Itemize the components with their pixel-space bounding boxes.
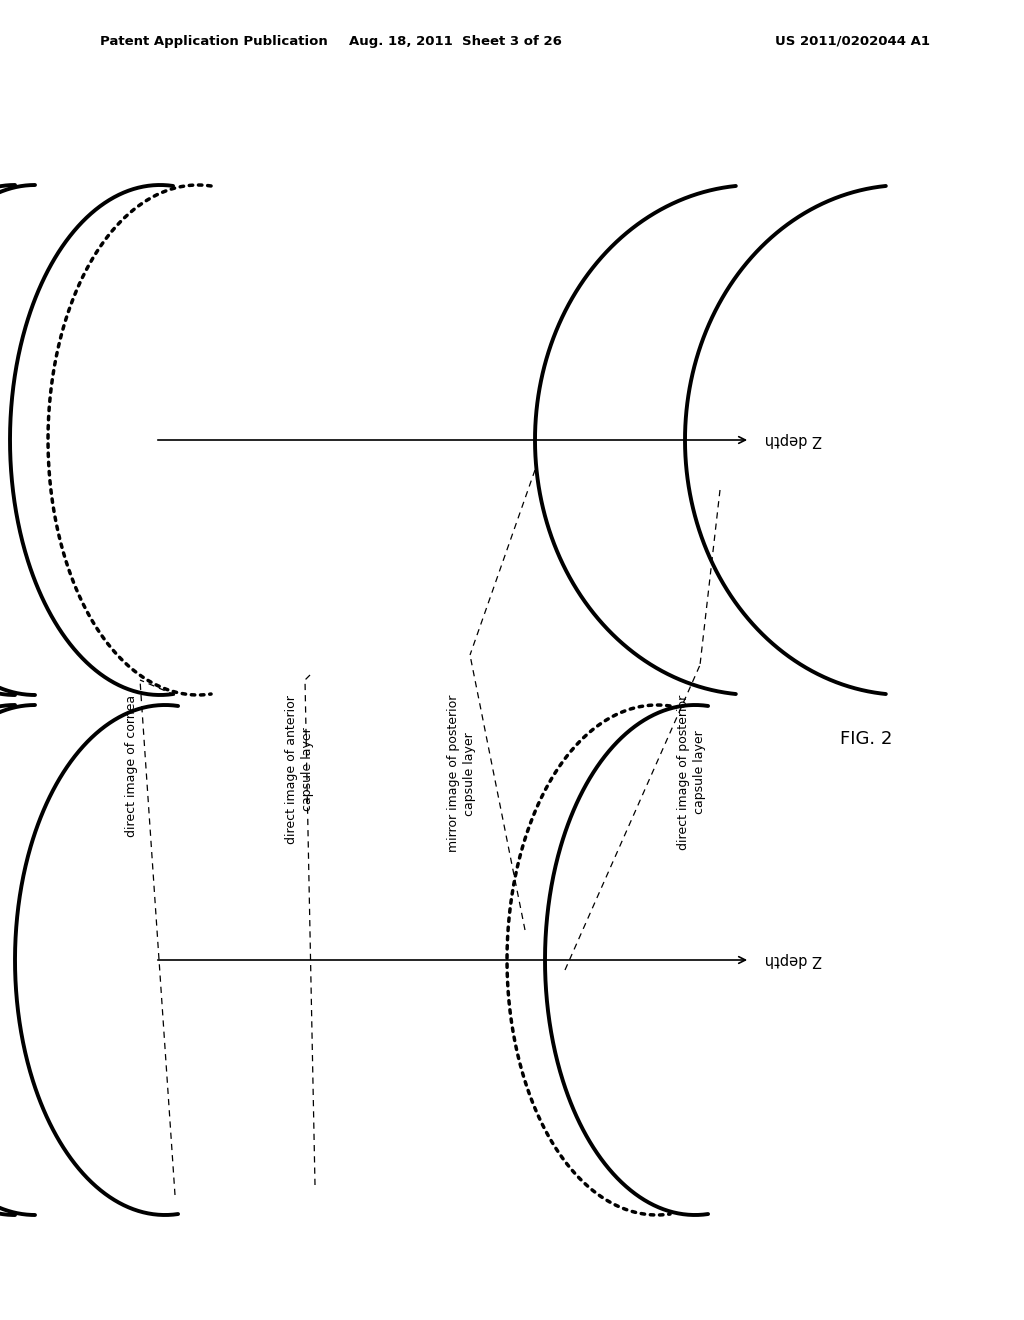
Text: mirror image of posterior
capsule layer: mirror image of posterior capsule layer	[447, 696, 476, 853]
Text: US 2011/0202044 A1: US 2011/0202044 A1	[775, 36, 930, 48]
Text: Aug. 18, 2011  Sheet 3 of 26: Aug. 18, 2011 Sheet 3 of 26	[348, 36, 561, 48]
Text: Z depth: Z depth	[765, 953, 822, 968]
Text: direct image of anterior
capsule layer: direct image of anterior capsule layer	[286, 696, 314, 843]
Text: direct image of posterior
capsule layer: direct image of posterior capsule layer	[678, 696, 707, 850]
Text: direct image of cornea: direct image of cornea	[126, 696, 138, 837]
Text: Patent Application Publication: Patent Application Publication	[100, 36, 328, 48]
Text: Z depth: Z depth	[765, 433, 822, 447]
Text: FIG. 2: FIG. 2	[840, 730, 892, 748]
